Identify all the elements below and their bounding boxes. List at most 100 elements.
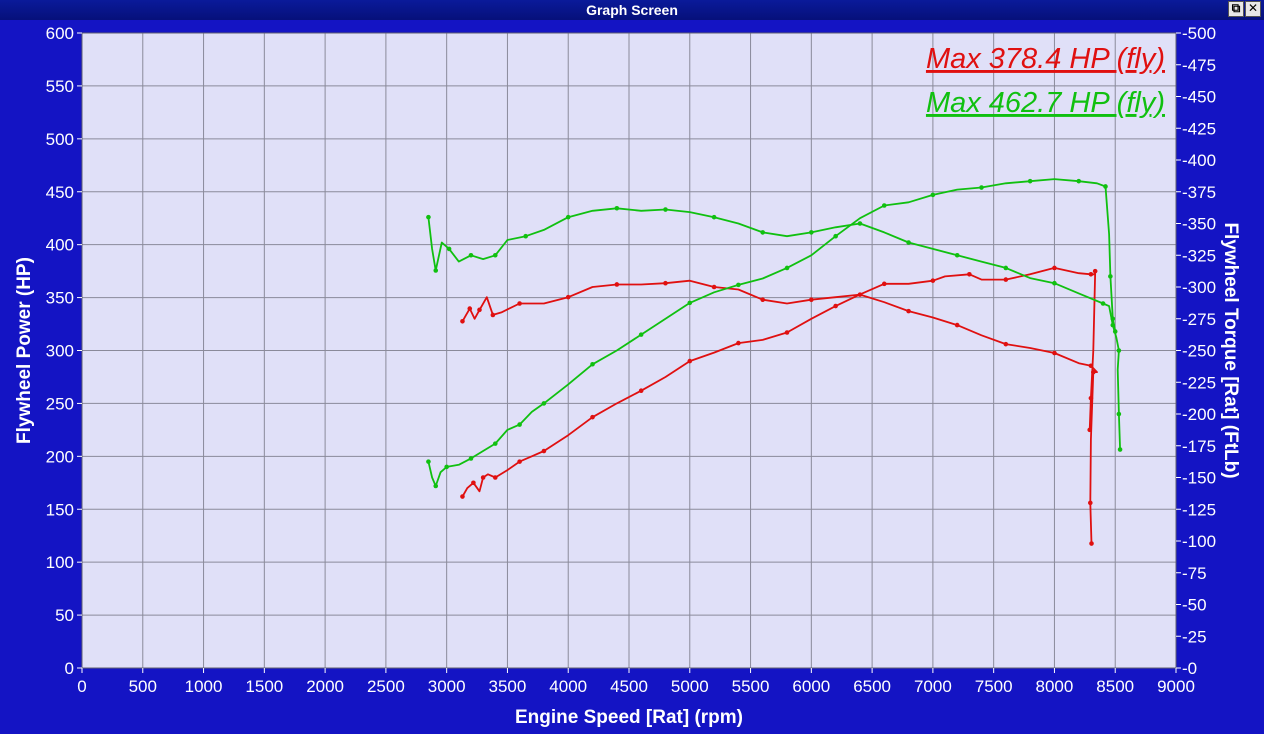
y2-tick-label: -375 (1182, 183, 1216, 202)
data-point (809, 297, 814, 303)
y2-tick-label: -150 (1182, 469, 1216, 488)
data-point (517, 422, 522, 427)
data-point (471, 480, 476, 486)
x-tick-label: 4500 (610, 677, 648, 696)
close-icon: ✕ (1247, 1, 1259, 15)
data-point (1088, 500, 1093, 506)
data-point (467, 306, 473, 311)
y2-tick-label: -300 (1182, 278, 1216, 297)
data-point (1110, 322, 1116, 328)
y2-tick-label: -0 (1182, 659, 1197, 678)
x-axis-title: Engine Speed [Rat] (rpm) (515, 707, 743, 728)
data-point (541, 448, 547, 454)
close-button[interactable]: ✕ (1245, 1, 1261, 17)
data-point (967, 272, 972, 277)
data-point (1076, 178, 1082, 184)
y-tick-label: 600 (46, 24, 74, 43)
data-point (460, 318, 465, 324)
data-point (590, 361, 595, 367)
y-tick-label: 100 (46, 553, 74, 572)
x-tick-label: 9000 (1157, 677, 1195, 696)
x-tick-label: 5500 (732, 677, 770, 696)
data-point (1003, 277, 1009, 282)
data-point (833, 303, 838, 309)
data-point (426, 459, 431, 464)
y2-tick-label: -200 (1182, 405, 1216, 424)
series-line-1 (461, 266, 1097, 497)
data-point (1116, 348, 1122, 353)
data-point (663, 207, 668, 212)
data-point (1003, 265, 1009, 271)
y-tick-label: 550 (46, 77, 74, 96)
restore-button[interactable]: ⧉ (1228, 1, 1244, 17)
data-point (590, 414, 595, 420)
data-point (736, 282, 741, 288)
data-point (1027, 178, 1033, 184)
data-point (979, 185, 984, 190)
data-point (930, 278, 936, 283)
data-point (1003, 341, 1009, 347)
data-point (1052, 265, 1057, 271)
data-point (784, 330, 790, 335)
series-group (426, 178, 1123, 546)
x-tick-label: 6500 (853, 677, 891, 696)
data-point (906, 308, 911, 314)
data-point (857, 221, 863, 226)
data-point (517, 459, 522, 464)
data-point (468, 252, 474, 258)
x-tick-label: 2000 (306, 677, 344, 696)
data-point (857, 292, 863, 297)
data-point (1088, 272, 1094, 277)
data-point (1116, 411, 1122, 417)
window-titlebar[interactable]: Graph Screen (0, 0, 1264, 20)
data-point (638, 388, 644, 394)
data-point (1091, 369, 1096, 375)
y2-tick-label: -400 (1182, 151, 1216, 170)
x-axis-ticks: 0 500 1000 1500 2000 2500 3000 3500 4000 4500 5000… (77, 668, 1195, 696)
y-tick-label: 450 (46, 183, 74, 202)
x-tick-label: 0 (77, 677, 86, 696)
data-point (565, 294, 571, 300)
y-tick-label: 250 (46, 394, 74, 413)
data-point (638, 332, 644, 337)
data-point (1103, 184, 1108, 189)
x-tick-label: 2500 (367, 677, 405, 696)
data-point (1100, 301, 1106, 306)
y2-axis-ticks: -0 -25 -50 -75 -100 -125 -150 -175 -200 -225 -250 -… (1176, 24, 1216, 678)
y2-tick-label: -475 (1182, 56, 1216, 75)
data-point (881, 203, 887, 208)
data-point (492, 252, 498, 258)
x-tick-label: 1500 (245, 677, 283, 696)
data-point (711, 284, 717, 290)
x-tick-label: 5000 (671, 677, 709, 696)
data-point (444, 464, 449, 470)
legend-entry-1: Max 378.4 HP (fly) (926, 43, 1165, 75)
x-tick-label: 8500 (1096, 677, 1134, 696)
data-point (1052, 280, 1057, 286)
data-point (809, 230, 814, 235)
y2-tick-label: -450 (1182, 88, 1216, 107)
data-point (614, 205, 620, 211)
series-line-3 (427, 178, 1117, 487)
y-axis-ticks: 0 50 100 150 200 250 300 350 400 450 500 550 600 (46, 24, 82, 678)
data-point (687, 358, 693, 364)
y-tick-label: 500 (46, 130, 74, 149)
data-point (760, 230, 766, 235)
data-point (663, 280, 668, 286)
y2-tick-label: -100 (1182, 532, 1216, 551)
y2-tick-label: -225 (1182, 373, 1216, 392)
y-axis-title: Flywheel Power (HP) (14, 257, 35, 444)
y-tick-label: 0 (65, 659, 74, 678)
y-tick-label: 150 (46, 500, 74, 519)
data-point (1088, 363, 1094, 369)
y2-tick-label: -125 (1182, 500, 1216, 519)
data-point (565, 214, 571, 220)
x-tick-label: 7000 (914, 677, 952, 696)
y2-tick-label: -25 (1182, 627, 1207, 646)
data-point (490, 312, 496, 318)
y2-tick-label: -275 (1182, 310, 1216, 329)
y-tick-label: 50 (55, 606, 74, 625)
data-point (480, 475, 486, 480)
y2-tick-label: -250 (1182, 342, 1216, 361)
